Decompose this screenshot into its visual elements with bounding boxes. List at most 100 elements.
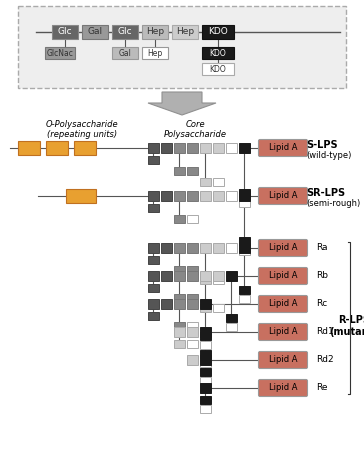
Bar <box>112 25 138 39</box>
Bar <box>148 143 159 153</box>
Bar <box>161 271 172 281</box>
FancyBboxPatch shape <box>258 187 308 205</box>
Text: (wild-type): (wild-type) <box>306 150 351 160</box>
Bar <box>174 266 185 274</box>
FancyBboxPatch shape <box>258 240 308 256</box>
Bar <box>239 286 250 294</box>
Bar <box>200 243 211 253</box>
Text: Hep: Hep <box>176 28 194 36</box>
Bar <box>239 295 250 303</box>
Text: Re: Re <box>316 383 328 392</box>
Text: Hep: Hep <box>147 49 163 57</box>
Bar <box>174 191 185 201</box>
Bar <box>226 243 237 253</box>
Text: GlcNac: GlcNac <box>47 49 74 57</box>
Bar <box>200 377 211 385</box>
Bar <box>148 243 159 253</box>
Bar <box>148 299 159 309</box>
Bar <box>148 204 159 212</box>
Bar <box>213 271 224 281</box>
Bar <box>200 178 211 186</box>
Bar <box>239 237 250 245</box>
FancyBboxPatch shape <box>258 380 308 396</box>
Bar <box>187 355 198 365</box>
Polygon shape <box>148 92 216 115</box>
Bar <box>213 276 224 284</box>
Text: Hep: Hep <box>146 28 164 36</box>
Text: Lipid A: Lipid A <box>269 327 297 337</box>
Bar <box>200 271 211 281</box>
Bar <box>200 368 211 376</box>
Bar <box>239 189 250 197</box>
Text: Ra: Ra <box>316 243 328 253</box>
Bar <box>66 189 96 203</box>
FancyBboxPatch shape <box>258 140 308 156</box>
Bar <box>174 243 185 253</box>
Bar <box>200 304 211 312</box>
Bar <box>200 332 211 340</box>
Text: Lipid A: Lipid A <box>269 143 297 153</box>
FancyBboxPatch shape <box>18 6 346 88</box>
Text: Rd2: Rd2 <box>316 355 334 365</box>
Bar <box>202 63 234 75</box>
Bar <box>213 243 224 253</box>
Bar <box>226 143 237 153</box>
FancyBboxPatch shape <box>258 352 308 368</box>
Bar <box>148 256 159 264</box>
Text: R-LPS
(mutant): R-LPS (mutant) <box>330 315 364 337</box>
Bar <box>239 143 250 153</box>
Bar <box>174 167 185 175</box>
Bar <box>174 294 185 302</box>
Text: Rc: Rc <box>316 299 327 309</box>
Text: S-LPS: S-LPS <box>306 140 338 150</box>
Bar <box>161 143 172 153</box>
Bar <box>174 143 185 153</box>
Bar <box>200 327 211 337</box>
Bar <box>226 314 237 322</box>
Bar <box>200 405 211 413</box>
Bar <box>200 396 211 404</box>
Bar <box>46 141 68 155</box>
Bar <box>200 276 211 284</box>
Bar <box>112 47 138 59</box>
Bar <box>226 271 237 281</box>
Bar <box>187 266 198 274</box>
Text: KDO: KDO <box>210 64 226 73</box>
Bar <box>200 350 211 358</box>
Text: Rb: Rb <box>316 271 328 281</box>
FancyBboxPatch shape <box>258 268 308 284</box>
Text: Lipid A: Lipid A <box>269 271 297 281</box>
Text: Gal: Gal <box>119 49 131 57</box>
Bar <box>142 47 168 59</box>
Bar <box>82 25 108 39</box>
Bar <box>174 215 185 223</box>
Bar <box>148 156 159 164</box>
Bar <box>18 141 40 155</box>
Text: SR-LPS: SR-LPS <box>306 188 345 198</box>
Bar <box>174 271 185 281</box>
Bar <box>161 299 172 309</box>
Text: (semi-rough): (semi-rough) <box>306 198 360 207</box>
Text: Rd1: Rd1 <box>316 327 334 337</box>
Bar <box>202 47 234 59</box>
Bar <box>200 355 211 365</box>
Text: Lipid A: Lipid A <box>269 299 297 309</box>
Bar <box>200 383 211 393</box>
Bar <box>187 167 198 175</box>
Bar <box>142 25 168 39</box>
Bar <box>174 327 185 337</box>
FancyBboxPatch shape <box>258 324 308 340</box>
Bar <box>213 143 224 153</box>
Bar <box>174 322 185 330</box>
Bar <box>52 25 78 39</box>
Bar <box>172 25 198 39</box>
Bar <box>226 323 237 331</box>
Bar <box>239 191 250 201</box>
Bar <box>187 340 198 348</box>
Bar <box>213 191 224 201</box>
Text: O-Polysaccharide
(repeating units): O-Polysaccharide (repeating units) <box>46 120 118 140</box>
Text: Lipid A: Lipid A <box>269 191 297 200</box>
Bar <box>161 191 172 201</box>
Bar <box>239 247 250 255</box>
Text: Lipid A: Lipid A <box>269 243 297 253</box>
